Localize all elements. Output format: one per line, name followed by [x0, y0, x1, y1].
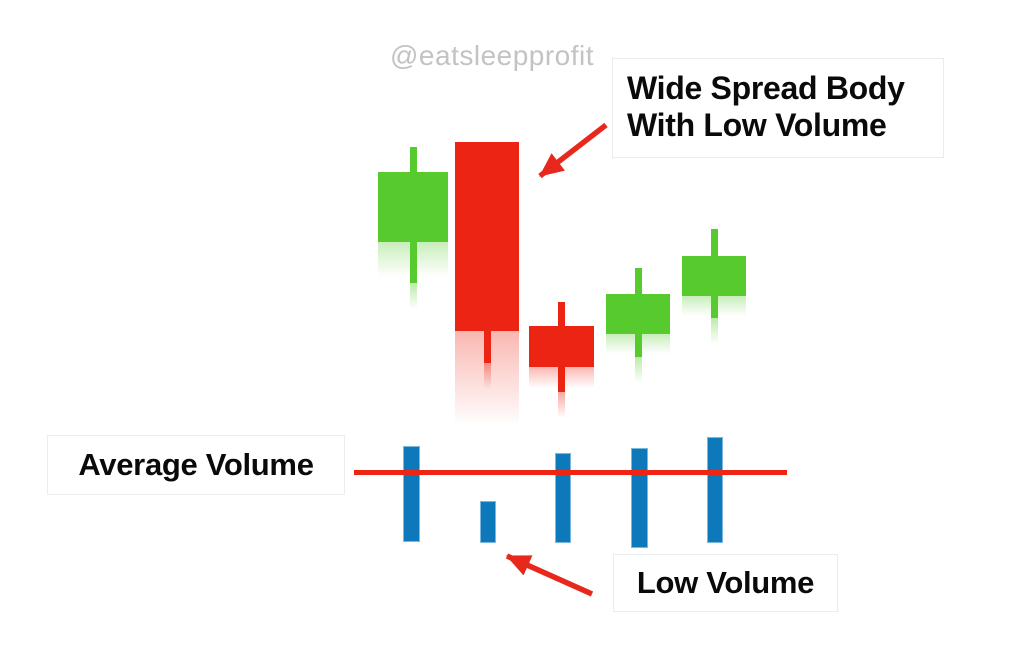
- note-wide-spread-line2: With Low Volume: [627, 107, 887, 143]
- watermark: @eatsleepprofit: [390, 40, 595, 71]
- candle-body: [455, 142, 519, 331]
- note-wide-spread-body: Wide Spread Body With Low Volume: [612, 58, 944, 158]
- note-average-volume-label: Average Volume: [78, 447, 314, 482]
- volume-bar: [707, 437, 723, 543]
- average-volume-line: [354, 470, 787, 475]
- note-average-volume: Average Volume: [47, 435, 345, 495]
- note-low-volume-label: Low Volume: [636, 565, 815, 600]
- volume-bar: [480, 501, 496, 543]
- wick-reflection: [483, 363, 491, 389]
- wick-reflection: [710, 318, 718, 344]
- wick-reflection: [409, 283, 417, 309]
- wick-reflection: [558, 392, 565, 418]
- volume-bar: [403, 446, 420, 542]
- candle-body: [682, 256, 746, 296]
- candle-body: [606, 294, 670, 334]
- candle-body: [529, 326, 594, 367]
- wick-reflection: [634, 357, 642, 383]
- note-wide-spread-line1: Wide Spread Body: [627, 70, 905, 106]
- volume-bar: [555, 453, 571, 543]
- candle-body: [378, 172, 448, 242]
- note-low-volume: Low Volume: [613, 554, 838, 612]
- volume-bar: [631, 448, 648, 548]
